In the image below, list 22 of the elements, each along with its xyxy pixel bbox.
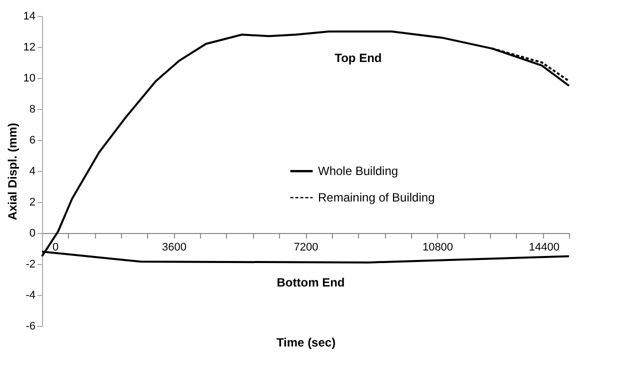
x-tick-label: 14400 [528, 242, 560, 254]
y-tick-label: 12 [23, 42, 36, 54]
y-tick-label: -6 [26, 320, 36, 332]
y-tick-label: 14 [23, 10, 36, 22]
y-tick-label: 6 [29, 134, 36, 146]
y-tick-label: -4 [26, 290, 36, 302]
y-tick-label: -2 [26, 258, 36, 270]
x-tick-label: 10800 [422, 242, 454, 254]
x-tick-label: 0 [52, 242, 59, 254]
x-tick-label: 3600 [162, 242, 186, 254]
legend-label: Whole Building [318, 164, 398, 178]
annotation: Top End [334, 50, 382, 65]
annotation: Bottom End [276, 276, 345, 290]
x-tick-label: 7200 [294, 242, 318, 254]
y-tick-label: 2 [29, 196, 36, 208]
y-tick-label: 10 [23, 72, 36, 84]
y-tick-label: 0 [29, 228, 36, 240]
y-axis-title: Axial Displ. (mm) [5, 122, 20, 220]
legend-label: Remaining of Building [318, 190, 435, 205]
y-tick-label: 4 [29, 166, 36, 178]
x-axis-title: Time (sec) [276, 336, 336, 350]
y-tick-label: 8 [29, 104, 36, 116]
